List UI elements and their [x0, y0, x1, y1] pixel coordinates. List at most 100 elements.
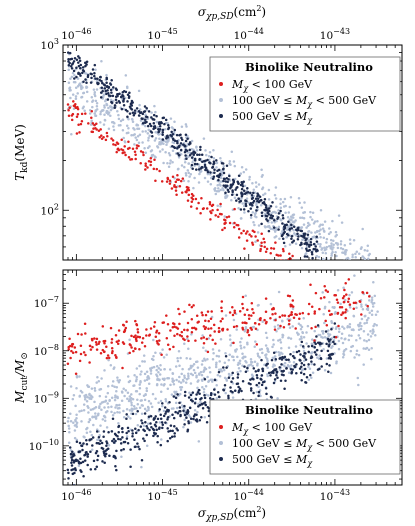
data-point — [305, 247, 308, 250]
data-point — [199, 370, 203, 374]
data-point — [288, 360, 291, 363]
data-point — [103, 461, 106, 465]
data-point — [292, 350, 295, 354]
data-point — [315, 254, 319, 258]
data-point — [104, 395, 108, 398]
data-point — [201, 313, 204, 317]
data-point — [295, 363, 298, 366]
data-point — [170, 435, 174, 439]
data-point — [283, 262, 286, 265]
data-point — [305, 249, 309, 252]
data-point — [144, 162, 147, 165]
data-point — [233, 389, 237, 393]
data-point — [239, 208, 243, 211]
data-point — [313, 310, 317, 313]
data-point — [67, 441, 71, 444]
data-point — [147, 334, 151, 337]
data-point — [125, 320, 128, 324]
data-point — [327, 329, 330, 332]
data-point — [67, 345, 70, 349]
data-point — [334, 230, 338, 234]
data-point — [275, 219, 278, 223]
data-point — [237, 197, 240, 200]
data-point — [204, 159, 207, 163]
data-point — [176, 174, 179, 177]
data-point — [192, 150, 196, 153]
data-point — [300, 229, 304, 233]
data-point — [269, 302, 273, 306]
data-point — [116, 407, 120, 410]
data-point — [306, 221, 310, 225]
data-point — [125, 431, 128, 435]
data-point — [124, 74, 128, 77]
data-point — [173, 390, 176, 394]
data-point — [219, 188, 222, 192]
data-point — [349, 242, 352, 246]
data-point — [361, 255, 364, 258]
data-point — [253, 345, 256, 348]
data-point — [137, 144, 140, 148]
data-point — [80, 409, 83, 413]
data-point — [291, 216, 295, 219]
data-point — [158, 426, 161, 429]
data-point — [302, 368, 305, 371]
data-point — [161, 426, 164, 430]
data-point — [329, 264, 332, 267]
data-point — [187, 421, 191, 425]
data-point — [245, 239, 249, 242]
data-point — [103, 414, 106, 418]
data-point — [369, 330, 372, 333]
data-point — [164, 412, 167, 415]
data-point — [298, 312, 302, 316]
data-point — [158, 169, 161, 173]
data-point — [143, 105, 147, 108]
data-point — [69, 412, 72, 416]
data-point — [242, 208, 246, 211]
data-point — [175, 406, 179, 410]
data-point — [74, 350, 78, 354]
data-point — [233, 309, 236, 313]
data-point — [120, 95, 123, 99]
data-point — [342, 352, 345, 356]
data-point — [178, 144, 181, 147]
data-point — [270, 221, 274, 224]
data-point — [121, 430, 124, 434]
data-point — [127, 127, 130, 130]
data-point — [184, 172, 188, 175]
data-point — [193, 401, 197, 405]
data-point — [324, 251, 328, 255]
data-point — [109, 363, 113, 367]
data-point — [246, 329, 250, 332]
data-point — [104, 138, 108, 142]
data-point — [323, 368, 327, 372]
data-point — [158, 140, 161, 144]
data-point — [326, 337, 330, 341]
data-point — [149, 415, 153, 418]
data-point — [75, 413, 78, 416]
data-point — [134, 379, 138, 383]
data-point — [299, 216, 302, 220]
data-point — [160, 421, 164, 424]
data-point — [359, 247, 363, 250]
data-point — [102, 83, 106, 86]
data-point — [147, 136, 150, 140]
data-point — [329, 230, 332, 234]
data-point — [298, 358, 301, 362]
data-point — [330, 242, 333, 245]
data-point — [147, 110, 151, 113]
data-point — [171, 132, 175, 136]
data-point — [239, 369, 242, 373]
data-point — [222, 171, 226, 175]
data-point — [227, 396, 230, 400]
data-point — [216, 373, 220, 377]
data-point — [130, 346, 133, 349]
data-point — [338, 327, 341, 331]
data-point — [365, 262, 368, 265]
data-point — [135, 339, 138, 343]
data-point — [283, 230, 286, 234]
data-point — [320, 349, 323, 353]
data-point — [225, 366, 228, 369]
data-point — [142, 428, 145, 432]
data-point — [122, 97, 126, 101]
data-point — [323, 285, 326, 288]
